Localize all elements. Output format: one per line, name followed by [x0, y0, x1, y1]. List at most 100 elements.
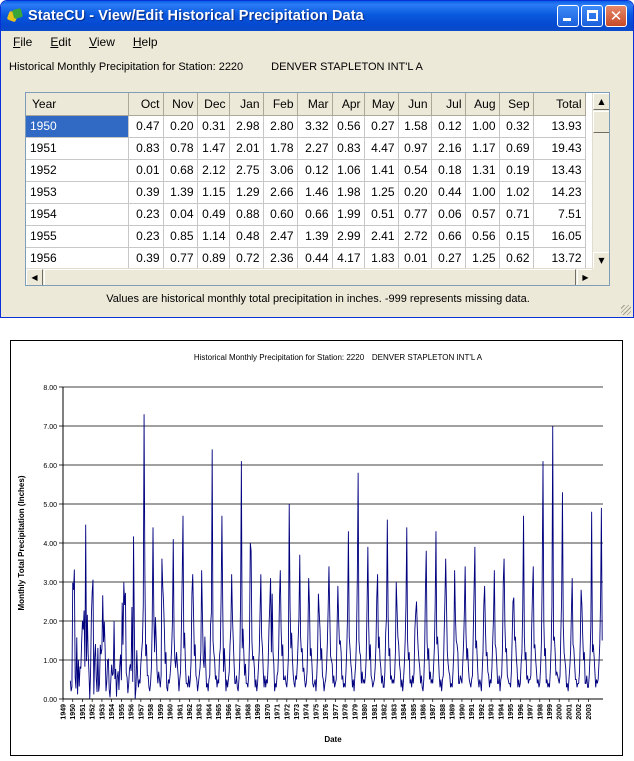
- value-cell[interactable]: 0.68: [163, 159, 198, 182]
- table-row[interactable]: 1952 0.01 0.68 2.12 2.75 3.06 0.12 1.06 1.41 0.54…: [26, 159, 586, 182]
- value-cell[interactable]: 0.77: [163, 247, 198, 270]
- value-cell[interactable]: 0.72: [229, 247, 264, 270]
- value-cell[interactable]: 0.15: [499, 225, 534, 248]
- value-cell[interactable]: 1.58: [398, 115, 432, 138]
- value-cell[interactable]: 2.99: [332, 225, 365, 248]
- value-cell[interactable]: 4.47: [364, 137, 399, 160]
- vertical-scrollbar[interactable]: ▲ ▼: [592, 93, 609, 269]
- precipitation-table[interactable]: Year Oct Nov Dec Jan Feb Mar Apr May Jun Jul Aug Sep…: [25, 92, 610, 286]
- value-cell[interactable]: 0.27: [364, 115, 399, 138]
- column-header-year[interactable]: Year: [26, 93, 129, 116]
- value-cell[interactable]: 0.27: [431, 247, 466, 270]
- value-cell[interactable]: 0.71: [499, 203, 534, 226]
- value-cell[interactable]: 1.17: [465, 137, 500, 160]
- year-cell[interactable]: 1951: [26, 137, 129, 160]
- value-cell[interactable]: 1.31: [465, 159, 500, 182]
- column-header-feb[interactable]: Feb: [263, 93, 298, 116]
- scroll-left-icon[interactable]: ◀: [26, 269, 43, 285]
- value-cell[interactable]: 0.19: [499, 159, 534, 182]
- value-cell[interactable]: 1.78: [263, 137, 298, 160]
- column-header-jan[interactable]: Jan: [229, 93, 264, 116]
- value-cell[interactable]: 2.16: [431, 137, 466, 160]
- value-cell[interactable]: 2.80: [263, 115, 298, 138]
- value-cell[interactable]: 0.44: [297, 247, 333, 270]
- value-cell[interactable]: 0.01: [398, 247, 432, 270]
- close-button[interactable]: ✕: [605, 5, 627, 27]
- value-cell[interactable]: 0.54: [398, 159, 432, 182]
- menu-help[interactable]: Help: [132, 35, 158, 49]
- value-cell[interactable]: 1.29: [229, 181, 264, 204]
- value-cell[interactable]: 0.12: [297, 159, 333, 182]
- value-cell[interactable]: 1.14: [197, 225, 230, 248]
- vertical-scroll-thumb[interactable]: [593, 111, 609, 133]
- value-cell[interactable]: 0.66: [431, 225, 466, 248]
- value-cell[interactable]: 14.23: [533, 181, 586, 204]
- value-cell[interactable]: 0.88: [229, 203, 264, 226]
- value-cell[interactable]: 0.49: [197, 203, 230, 226]
- value-cell[interactable]: 0.85: [163, 225, 198, 248]
- column-header-apr[interactable]: Apr: [332, 93, 365, 116]
- value-cell[interactable]: 1.02: [499, 181, 534, 204]
- value-cell[interactable]: 1.39: [163, 181, 198, 204]
- value-cell[interactable]: 0.83: [332, 137, 365, 160]
- horizontal-scroll-thumb[interactable]: [44, 269, 576, 285]
- value-cell[interactable]: 0.39: [128, 181, 164, 204]
- value-cell[interactable]: 1.15: [197, 181, 230, 204]
- value-cell[interactable]: 2.41: [364, 225, 399, 248]
- value-cell[interactable]: 0.56: [332, 115, 365, 138]
- table-row[interactable]: 1953 0.39 1.39 1.15 1.29 2.66 1.46 1.98 1.25 0.20…: [26, 181, 586, 204]
- value-cell[interactable]: 0.12: [431, 115, 466, 138]
- value-cell[interactable]: 1.39: [297, 225, 333, 248]
- table-row[interactable]: 1956 0.39 0.77 0.89 0.72 2.36 0.44 4.17 1.83 0.01…: [26, 247, 586, 270]
- value-cell[interactable]: 4.17: [332, 247, 365, 270]
- value-cell[interactable]: 0.44: [431, 181, 466, 204]
- value-cell[interactable]: 2.27: [297, 137, 333, 160]
- value-cell[interactable]: 0.78: [163, 137, 198, 160]
- value-cell[interactable]: 2.47: [263, 225, 298, 248]
- year-cell[interactable]: 1955: [26, 225, 129, 248]
- value-cell[interactable]: 7.51: [533, 203, 586, 226]
- scroll-up-icon[interactable]: ▲: [593, 93, 609, 110]
- table-row[interactable]: 1951 0.83 0.78 1.47 2.01 1.78 2.27 0.83 4.47 0.97…: [26, 137, 586, 160]
- horizontal-scrollbar[interactable]: ◀ ▶: [26, 268, 594, 285]
- value-cell[interactable]: 0.20: [398, 181, 432, 204]
- table-row[interactable]: 1954 0.23 0.04 0.49 0.88 0.60 0.66 1.99 0.51 0.77…: [26, 203, 586, 226]
- value-cell[interactable]: 0.83: [128, 137, 164, 160]
- value-cell[interactable]: 1.41: [364, 159, 399, 182]
- column-header-mar[interactable]: Mar: [297, 93, 333, 116]
- year-cell[interactable]: 1952: [26, 159, 129, 182]
- value-cell[interactable]: 0.47: [128, 115, 164, 138]
- value-cell[interactable]: 0.39: [128, 247, 164, 270]
- year-cell[interactable]: 1950: [26, 115, 129, 138]
- value-cell[interactable]: 0.01: [128, 159, 164, 182]
- table-row[interactable]: 1950 0.47 0.20 0.31 2.98 2.80 3.32 0.56 0.27 1.58…: [26, 115, 586, 138]
- year-cell[interactable]: 1956: [26, 247, 129, 270]
- menu-view[interactable]: View: [89, 35, 115, 49]
- value-cell[interactable]: 0.23: [128, 225, 164, 248]
- column-header-sep[interactable]: Sep: [499, 93, 534, 116]
- value-cell[interactable]: 0.57: [465, 203, 500, 226]
- value-cell[interactable]: 0.60: [263, 203, 298, 226]
- year-cell[interactable]: 1954: [26, 203, 129, 226]
- column-header-dec[interactable]: Dec: [197, 93, 230, 116]
- value-cell[interactable]: 2.01: [229, 137, 264, 160]
- value-cell[interactable]: 0.18: [431, 159, 466, 182]
- value-cell[interactable]: 1.00: [465, 115, 500, 138]
- title-bar[interactable]: StateCU - View/Edit Historical Precipita…: [1, 1, 633, 31]
- value-cell[interactable]: 2.98: [229, 115, 264, 138]
- resize-grip-icon[interactable]: [621, 305, 631, 315]
- app-icon[interactable]: [6, 7, 24, 24]
- value-cell[interactable]: 1.83: [364, 247, 399, 270]
- column-header-may[interactable]: May: [364, 93, 399, 116]
- value-cell[interactable]: 0.23: [128, 203, 164, 226]
- value-cell[interactable]: 0.62: [499, 247, 534, 270]
- value-cell[interactable]: 0.04: [163, 203, 198, 226]
- value-cell[interactable]: 1.46: [297, 181, 333, 204]
- column-header-jul[interactable]: Jul: [431, 93, 466, 116]
- value-cell[interactable]: 1.06: [332, 159, 365, 182]
- column-header-oct[interactable]: Oct: [128, 93, 164, 116]
- value-cell[interactable]: 0.97: [398, 137, 432, 160]
- column-header-nov[interactable]: Nov: [163, 93, 198, 116]
- column-header-aug[interactable]: Aug: [465, 93, 500, 116]
- value-cell[interactable]: 2.36: [263, 247, 298, 270]
